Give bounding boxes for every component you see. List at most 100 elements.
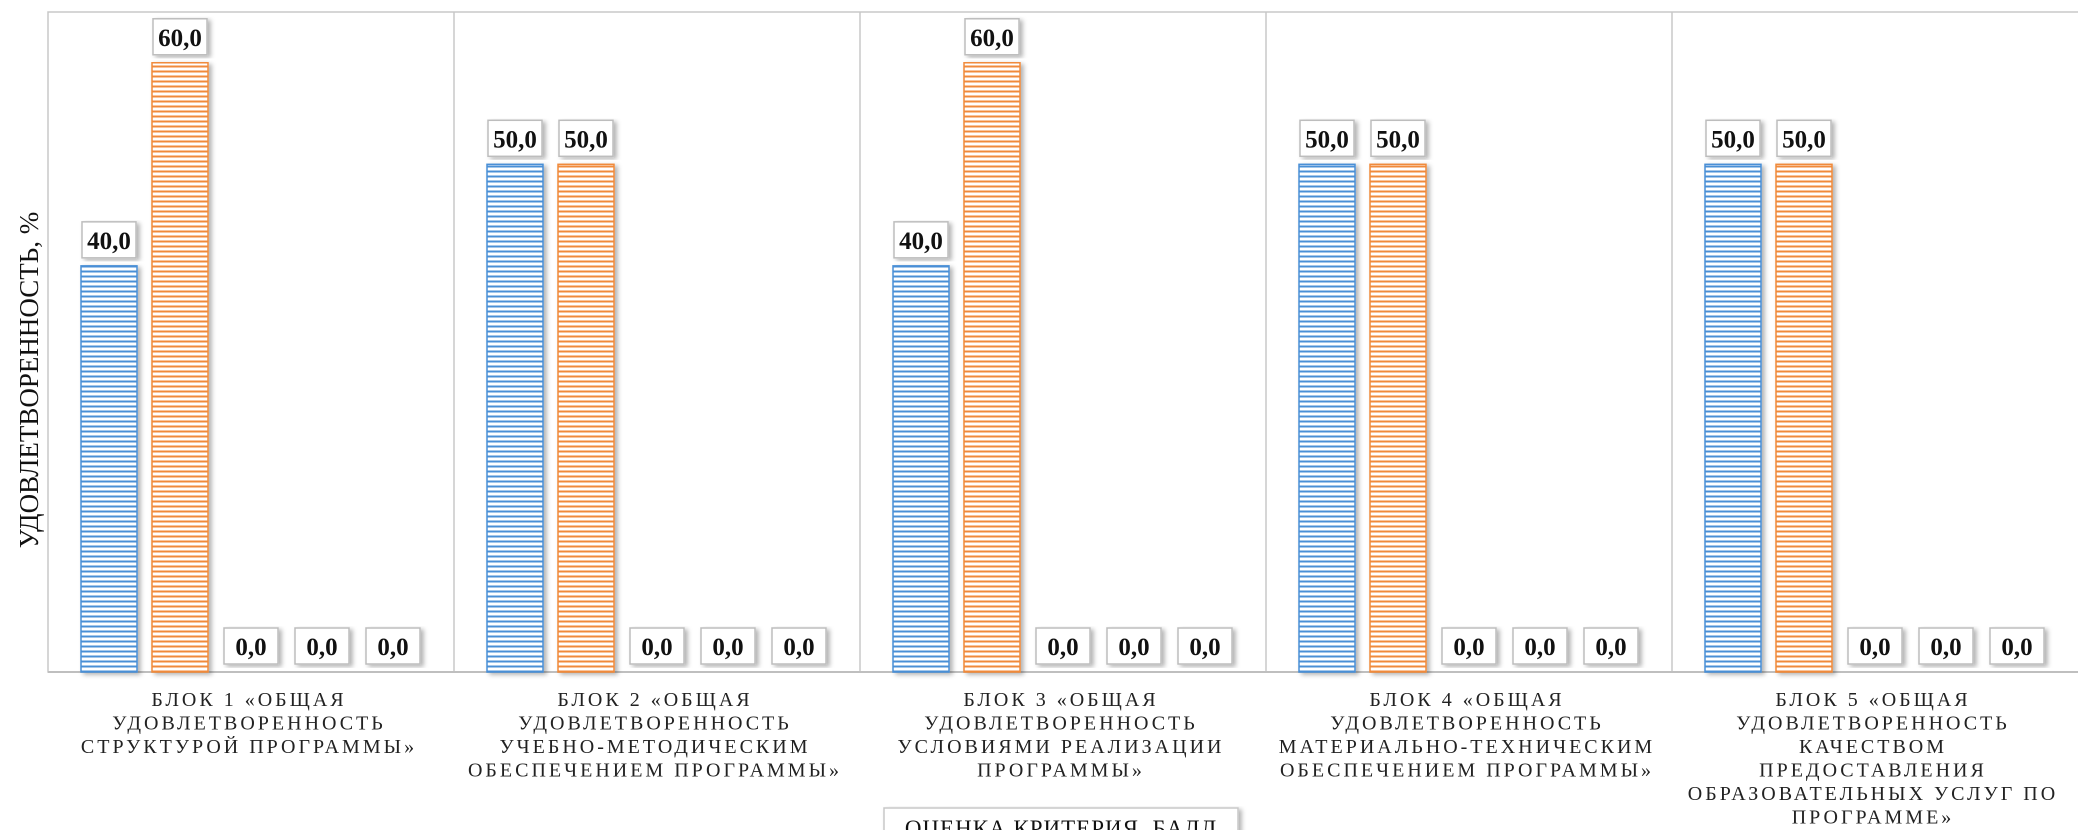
legend: ОЦЕНКА КРИТЕРИЯ, БАЛЛ: [883, 807, 1239, 830]
data-label-text: 0,0: [783, 634, 814, 661]
data-label: 0,0: [1512, 627, 1568, 665]
bar: [1775, 163, 1833, 673]
data-label-text: 50,0: [1376, 126, 1420, 153]
data-label-box: [1106, 627, 1162, 665]
data-label-box: [365, 627, 421, 665]
data-label-box: [1918, 627, 1974, 665]
data-label: 50,0: [1776, 119, 1832, 158]
data-label-box: [558, 119, 614, 158]
data-label: 0,0: [1918, 627, 1974, 665]
data-label: 0,0: [1035, 627, 1091, 665]
data-label-text: 0,0: [1930, 634, 1961, 661]
category-label-line: УДОВЛЕТВОРЕННОСТЬ: [924, 713, 1198, 735]
data-label: 0,0: [1847, 627, 1903, 665]
category-label-line: СТРУКТУРОЙ ПРОГРАММЫ»: [81, 735, 417, 758]
data-label-box: [893, 221, 949, 259]
data-label-text: 40,0: [87, 228, 131, 255]
data-label-box: [487, 119, 543, 158]
category-label: БЛОК 4 «ОБЩАЯ УДОВЛЕТВОРЕННОСТЬ МАТЕРИАЛЬН…: [1279, 689, 1655, 782]
category-label-line: МАТЕРИАЛЬНО-ТЕХНИЧЕСКИМ: [1279, 736, 1655, 758]
bar: [151, 62, 209, 673]
data-label: 40,0: [81, 221, 137, 259]
category-labels: БЛОК 1 «ОБЩАЯ УДОВЛЕТВОРЕННОСТЬ СТРУКТУРОЙ…: [81, 689, 2058, 829]
data-label-box: [1035, 627, 1091, 665]
category-label-line: БЛОК 2 «ОБЩАЯ: [557, 689, 752, 711]
category-label: БЛОК 3 «ОБЩАЯ УДОВЛЕТВОРЕННОСТЬ УСЛОВИЯМИ …: [898, 689, 1225, 782]
category-label-line: БЛОК 5 «ОБЩАЯ: [1775, 689, 1970, 711]
data-label-box: [1583, 627, 1639, 665]
data-label-box: [152, 18, 208, 56]
data-label-text: 0,0: [1189, 634, 1220, 661]
category-separators: [453, 12, 1673, 672]
category-label-line: УДОВЛЕТВОРЕННОСТЬ: [112, 713, 386, 735]
data-label: 50,0: [487, 119, 543, 158]
category-label-line: БЛОК 4 «ОБЩАЯ: [1369, 689, 1564, 711]
data-label-text: 50,0: [1711, 126, 1755, 153]
data-label: 50,0: [558, 119, 614, 158]
data-label: 0,0: [1583, 627, 1639, 665]
data-label: 0,0: [365, 627, 421, 665]
bar: [1298, 163, 1356, 673]
data-label-text: 0,0: [235, 634, 266, 661]
data-label: 60,0: [152, 18, 208, 56]
legend-title-box: [883, 807, 1239, 830]
data-label-text: 60,0: [970, 25, 1014, 52]
data-label-box: [81, 221, 137, 259]
y-axis-title: УДОВЛЕТВОРЕННОСТЬ, %: [14, 212, 44, 548]
category-label-line: ОБЕСПЕЧЕНИЕМ ПРОГРАММЫ»: [468, 760, 842, 782]
data-label: 0,0: [294, 627, 350, 665]
data-label-text: 0,0: [1118, 634, 1149, 661]
data-label: 0,0: [700, 627, 756, 665]
bars: [80, 62, 1833, 673]
data-label-text: 0,0: [1595, 634, 1626, 661]
data-label-text: 50,0: [1782, 126, 1826, 153]
data-label-box: [1299, 119, 1355, 158]
category-label: БЛОК 1 «ОБЩАЯ УДОВЛЕТВОРЕННОСТЬ СТРУКТУРОЙ…: [81, 689, 417, 758]
data-label-box: [1989, 627, 2045, 665]
data-label: 50,0: [1299, 119, 1355, 158]
category-label: БЛОК 2 «ОБЩАЯ УДОВЛЕТВОРЕННОСТЬ УЧЕБНО-МЕТ…: [468, 689, 842, 782]
data-label-box: [771, 627, 827, 665]
data-label-text: 0,0: [306, 634, 337, 661]
data-label-box: [1776, 119, 1832, 158]
category-label-line: ПРОГРАММЫ»: [977, 760, 1145, 782]
data-label: 50,0: [1370, 119, 1426, 158]
data-label-text: 50,0: [1305, 126, 1349, 153]
bar: [892, 265, 950, 673]
data-label-box: [964, 18, 1020, 56]
data-label-text: 40,0: [899, 228, 943, 255]
data-label-box: [1177, 627, 1233, 665]
data-label-text: 0,0: [1524, 634, 1555, 661]
data-label: 0,0: [629, 627, 685, 665]
data-label: 40,0: [893, 221, 949, 259]
data-label-box: [700, 627, 756, 665]
data-label-text: 0,0: [641, 634, 672, 661]
category-label-line: КАЧЕСТВОМ: [1799, 736, 1947, 758]
data-label-text: 50,0: [564, 126, 608, 153]
data-label: 0,0: [223, 627, 279, 665]
data-label: 60,0: [964, 18, 1020, 56]
data-label-box: [223, 627, 279, 665]
data-label-text: 50,0: [493, 126, 537, 153]
data-label-box: [1847, 627, 1903, 665]
data-labels: 40,0 60,0 0,0 0,0 0,0 50,0 50,0 0,0 0,0 0,0 40,0 60…: [81, 18, 2045, 665]
category-label-line: ОБРАЗОВАТЕЛЬНЫХ УСЛУГ ПО: [1688, 783, 2058, 805]
data-label-text: 60,0: [158, 25, 202, 52]
category-label-line: УДОВЛЕТВОРЕННОСТЬ: [1330, 713, 1604, 735]
data-label: 50,0: [1705, 119, 1761, 158]
data-label: 0,0: [1177, 627, 1233, 665]
bar: [80, 265, 138, 673]
data-label-text: 0,0: [1859, 634, 1890, 661]
bar: [963, 62, 1021, 673]
data-label-text: 0,0: [377, 634, 408, 661]
category-label: БЛОК 5 «ОБЩАЯ УДОВЛЕТВОРЕННОСТЬ КАЧЕСТВОМ П…: [1688, 689, 2058, 829]
legend-title: ОЦЕНКА КРИТЕРИЯ, БАЛЛ: [905, 816, 1217, 830]
data-label-text: 0,0: [1453, 634, 1484, 661]
bar: [486, 163, 544, 673]
data-label-box: [1705, 119, 1761, 158]
data-label-text: 0,0: [2001, 634, 2032, 661]
data-label-text: 0,0: [712, 634, 743, 661]
plot-area: [47, 11, 2078, 673]
bar: [1369, 163, 1427, 673]
